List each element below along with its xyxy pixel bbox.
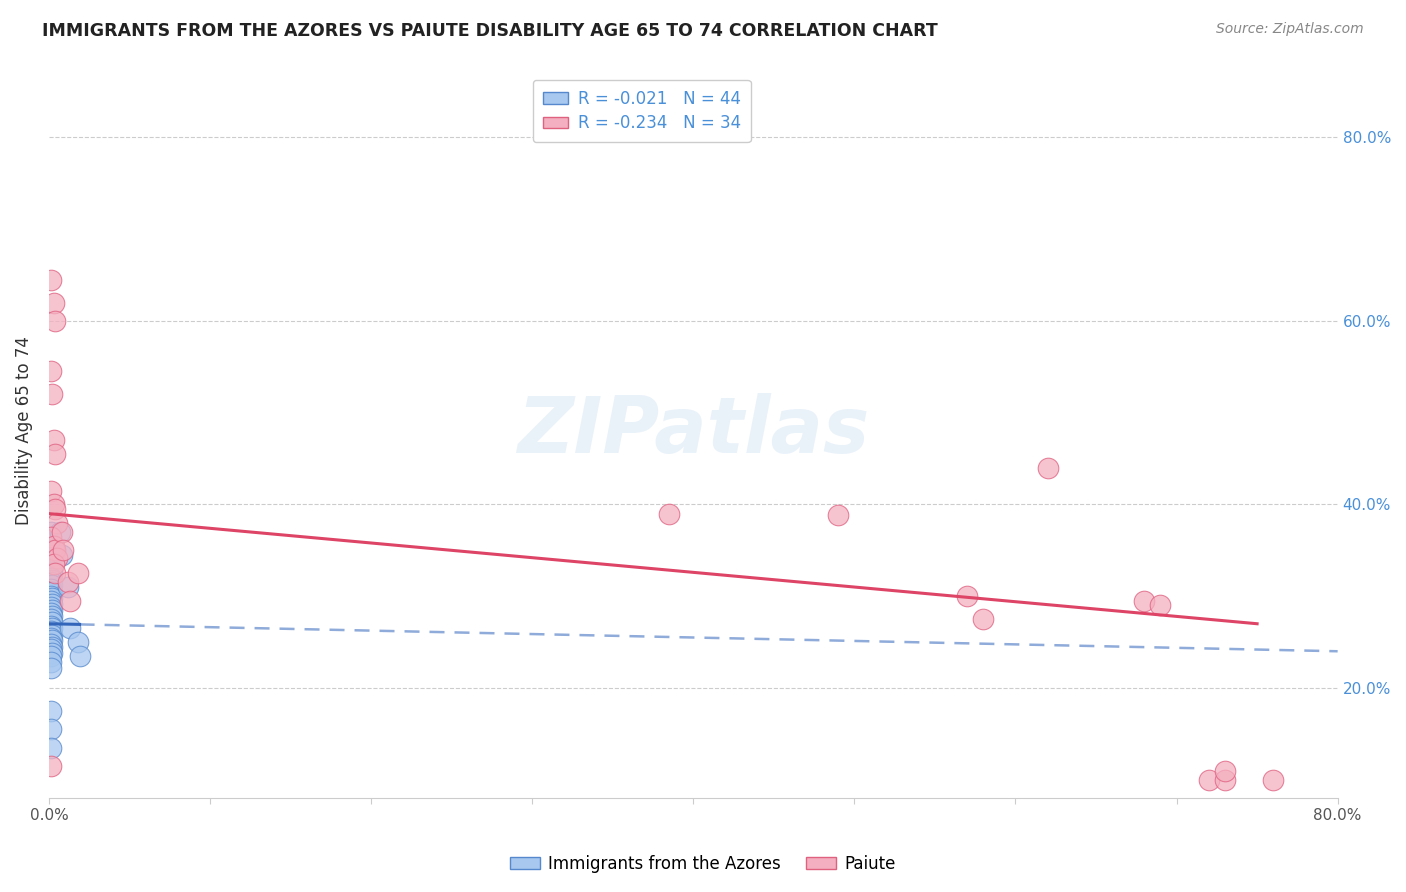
Text: IMMIGRANTS FROM THE AZORES VS PAIUTE DISABILITY AGE 65 TO 74 CORRELATION CHART: IMMIGRANTS FROM THE AZORES VS PAIUTE DIS… [42,22,938,40]
Point [59,621,82,635]
Point [39,575,62,590]
Point [42,434,65,448]
Point [51,548,73,562]
Point [41,621,63,635]
Point [66,566,89,581]
Point [1198,772,1220,787]
Legend: Immigrants from the Azores, Paiute: Immigrants from the Azores, Paiute [503,848,903,880]
Point [41,578,63,592]
Point [44,502,66,516]
Point [1149,599,1171,613]
Point [39,589,62,603]
Legend: R = -0.021   N = 44, R = -0.234   N = 34: R = -0.021 N = 44, R = -0.234 N = 34 [533,79,751,143]
Point [41,548,63,562]
Point [46,516,69,530]
Point [39,273,62,287]
Point [41,646,63,660]
Point [58,580,80,594]
Point [972,612,994,626]
Point [39,543,62,558]
Point [39,723,62,737]
Point [59,594,82,608]
Point [42,539,65,553]
Point [39,364,62,378]
Point [39,524,62,539]
Point [39,606,62,620]
Point [39,618,62,632]
Point [39,600,62,615]
Point [52,543,75,558]
Point [39,740,62,755]
Point [956,589,979,603]
Point [41,562,63,576]
Point [41,633,63,648]
Point [658,507,681,521]
Point [44,543,66,558]
Point [39,530,62,544]
Point [41,566,63,581]
Point [1263,772,1285,787]
Point [39,759,62,773]
Point [39,582,62,596]
Point [51,524,73,539]
Point [66,635,89,649]
Point [46,550,69,565]
Point [41,597,63,611]
Point [42,498,65,512]
Point [39,594,62,608]
Point [58,575,80,590]
Point [1036,460,1059,475]
Point [41,387,63,401]
Y-axis label: Disability Age 65 to 74: Disability Age 65 to 74 [15,336,32,525]
Point [42,557,65,571]
Point [41,591,63,605]
Point [39,624,62,638]
Point [39,631,62,645]
Point [39,571,62,585]
Text: Source: ZipAtlas.com: Source: ZipAtlas.com [1216,22,1364,37]
Point [41,584,63,599]
Point [39,642,62,657]
Point [44,447,66,461]
Point [39,483,62,498]
Point [39,557,62,571]
Point [42,295,65,310]
Point [41,609,63,624]
Point [39,648,62,663]
Point [49,524,72,539]
Point [44,566,66,581]
Point [827,508,849,523]
Point [41,628,63,642]
Point [39,704,62,718]
Point [39,655,62,669]
Point [39,637,62,651]
Point [41,573,63,587]
Point [1133,594,1156,608]
Point [41,640,63,654]
Point [1213,764,1236,778]
Point [41,615,63,629]
Point [39,661,62,675]
Text: ZIPatlas: ZIPatlas [517,393,869,469]
Point [69,648,91,663]
Point [39,612,62,626]
Point [41,603,63,617]
Point [1213,772,1236,787]
Point [44,314,66,328]
